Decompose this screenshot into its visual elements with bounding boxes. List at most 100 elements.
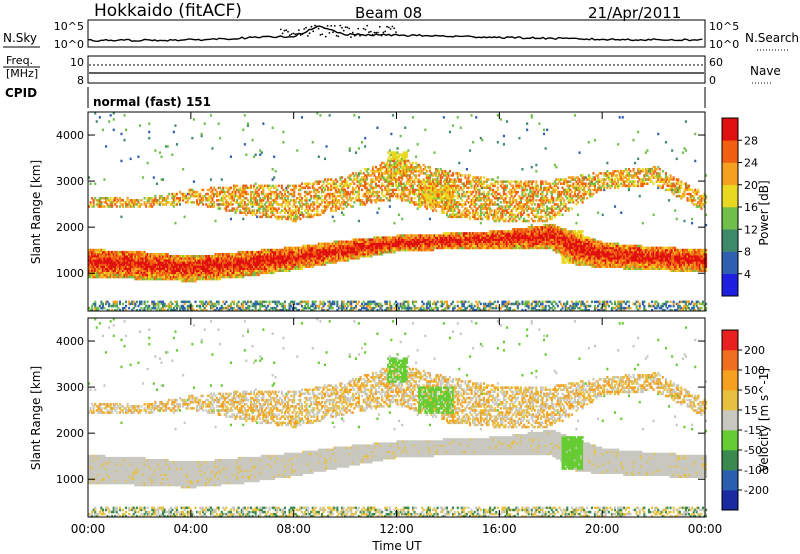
power-cell <box>305 215 308 219</box>
power-cell <box>367 240 370 243</box>
power-cell <box>342 192 345 196</box>
power-cell <box>388 199 391 202</box>
power-cell <box>91 205 94 208</box>
power-cell <box>324 209 327 212</box>
power-cell <box>192 279 195 283</box>
power-cell <box>320 255 323 258</box>
power-cell <box>376 168 379 171</box>
power-cell <box>266 215 269 219</box>
power-cell <box>362 180 365 183</box>
power-cell <box>108 273 111 277</box>
power-cell <box>242 211 245 214</box>
power-cell <box>336 257 339 260</box>
power-cell <box>222 273 225 277</box>
power-cell <box>236 267 239 270</box>
power-cell <box>399 165 402 169</box>
power-cell <box>135 255 138 258</box>
power-cell <box>180 306 183 310</box>
power-cell <box>313 182 316 185</box>
power-cell <box>291 306 294 310</box>
power-cell <box>103 273 106 277</box>
power-cell <box>385 302 388 306</box>
power-cell <box>373 170 376 173</box>
power-cell <box>129 263 132 266</box>
power-cell <box>149 308 152 312</box>
power-cell <box>172 194 175 198</box>
power-cell <box>421 242 424 246</box>
power-cell <box>279 190 282 194</box>
power-cell <box>300 263 303 266</box>
power-cell <box>91 306 94 310</box>
power-cell <box>189 269 192 272</box>
power-cell <box>162 269 165 272</box>
power-cell <box>260 267 263 270</box>
power-cell <box>421 186 424 190</box>
power-cell <box>268 265 271 268</box>
power-cell <box>371 180 374 183</box>
power-cell <box>222 259 225 262</box>
power-cell <box>418 238 421 241</box>
power-cell <box>314 194 317 198</box>
power-cell <box>376 242 379 246</box>
power-cell <box>97 269 100 272</box>
power-cell <box>342 180 345 183</box>
power-cell <box>126 199 129 202</box>
power-cell <box>373 253 376 256</box>
power-cell <box>177 304 180 308</box>
power-cell <box>179 308 182 312</box>
power-cell <box>202 257 205 260</box>
power-cell <box>405 244 408 248</box>
power-cell <box>421 300 424 304</box>
power-cell <box>399 161 402 165</box>
power-cell <box>390 194 393 198</box>
power-cell <box>270 255 273 258</box>
power-cell <box>168 257 171 260</box>
power-cell <box>132 253 135 256</box>
power-cell <box>300 197 303 200</box>
power-cell <box>376 192 379 196</box>
power-cell <box>310 265 313 268</box>
power-cell <box>266 269 269 272</box>
power-cell <box>246 186 249 190</box>
power-cell <box>171 263 174 266</box>
power-cell <box>422 308 425 312</box>
power-cell <box>199 306 202 310</box>
power-cell <box>243 300 246 304</box>
power-cell <box>341 182 344 185</box>
power-cell <box>155 265 158 268</box>
power-cell <box>359 240 362 243</box>
power-cell <box>132 300 135 304</box>
power-cell <box>388 165 391 169</box>
power-cell <box>348 248 351 252</box>
power-cell <box>180 304 183 308</box>
power-cell <box>373 174 376 177</box>
power-cell <box>370 194 373 198</box>
power-cell <box>212 275 215 279</box>
power-cell <box>299 246 302 250</box>
power-cell <box>97 203 100 206</box>
power-cell <box>307 205 310 208</box>
power-cell <box>152 300 155 304</box>
power-cell <box>256 201 259 204</box>
power-cell <box>337 207 340 210</box>
power-cell <box>172 255 175 258</box>
power-cell <box>374 199 377 202</box>
power-cell <box>88 205 91 208</box>
power-cell <box>317 190 320 194</box>
power-cell <box>208 199 211 202</box>
power-cell <box>220 178 223 181</box>
power-cell <box>268 302 271 306</box>
power-cell <box>109 261 112 264</box>
power-cell <box>371 172 374 175</box>
power-cell <box>260 269 263 272</box>
power-cell <box>327 182 330 185</box>
power-cell <box>175 143 178 146</box>
power-cell <box>294 250 297 254</box>
power-cell <box>225 253 228 256</box>
power-cell <box>155 261 158 264</box>
power-cell <box>350 302 353 306</box>
power-cell <box>316 207 319 210</box>
power-cell <box>125 250 128 254</box>
power-cell <box>365 253 368 256</box>
power-cell <box>347 186 350 190</box>
